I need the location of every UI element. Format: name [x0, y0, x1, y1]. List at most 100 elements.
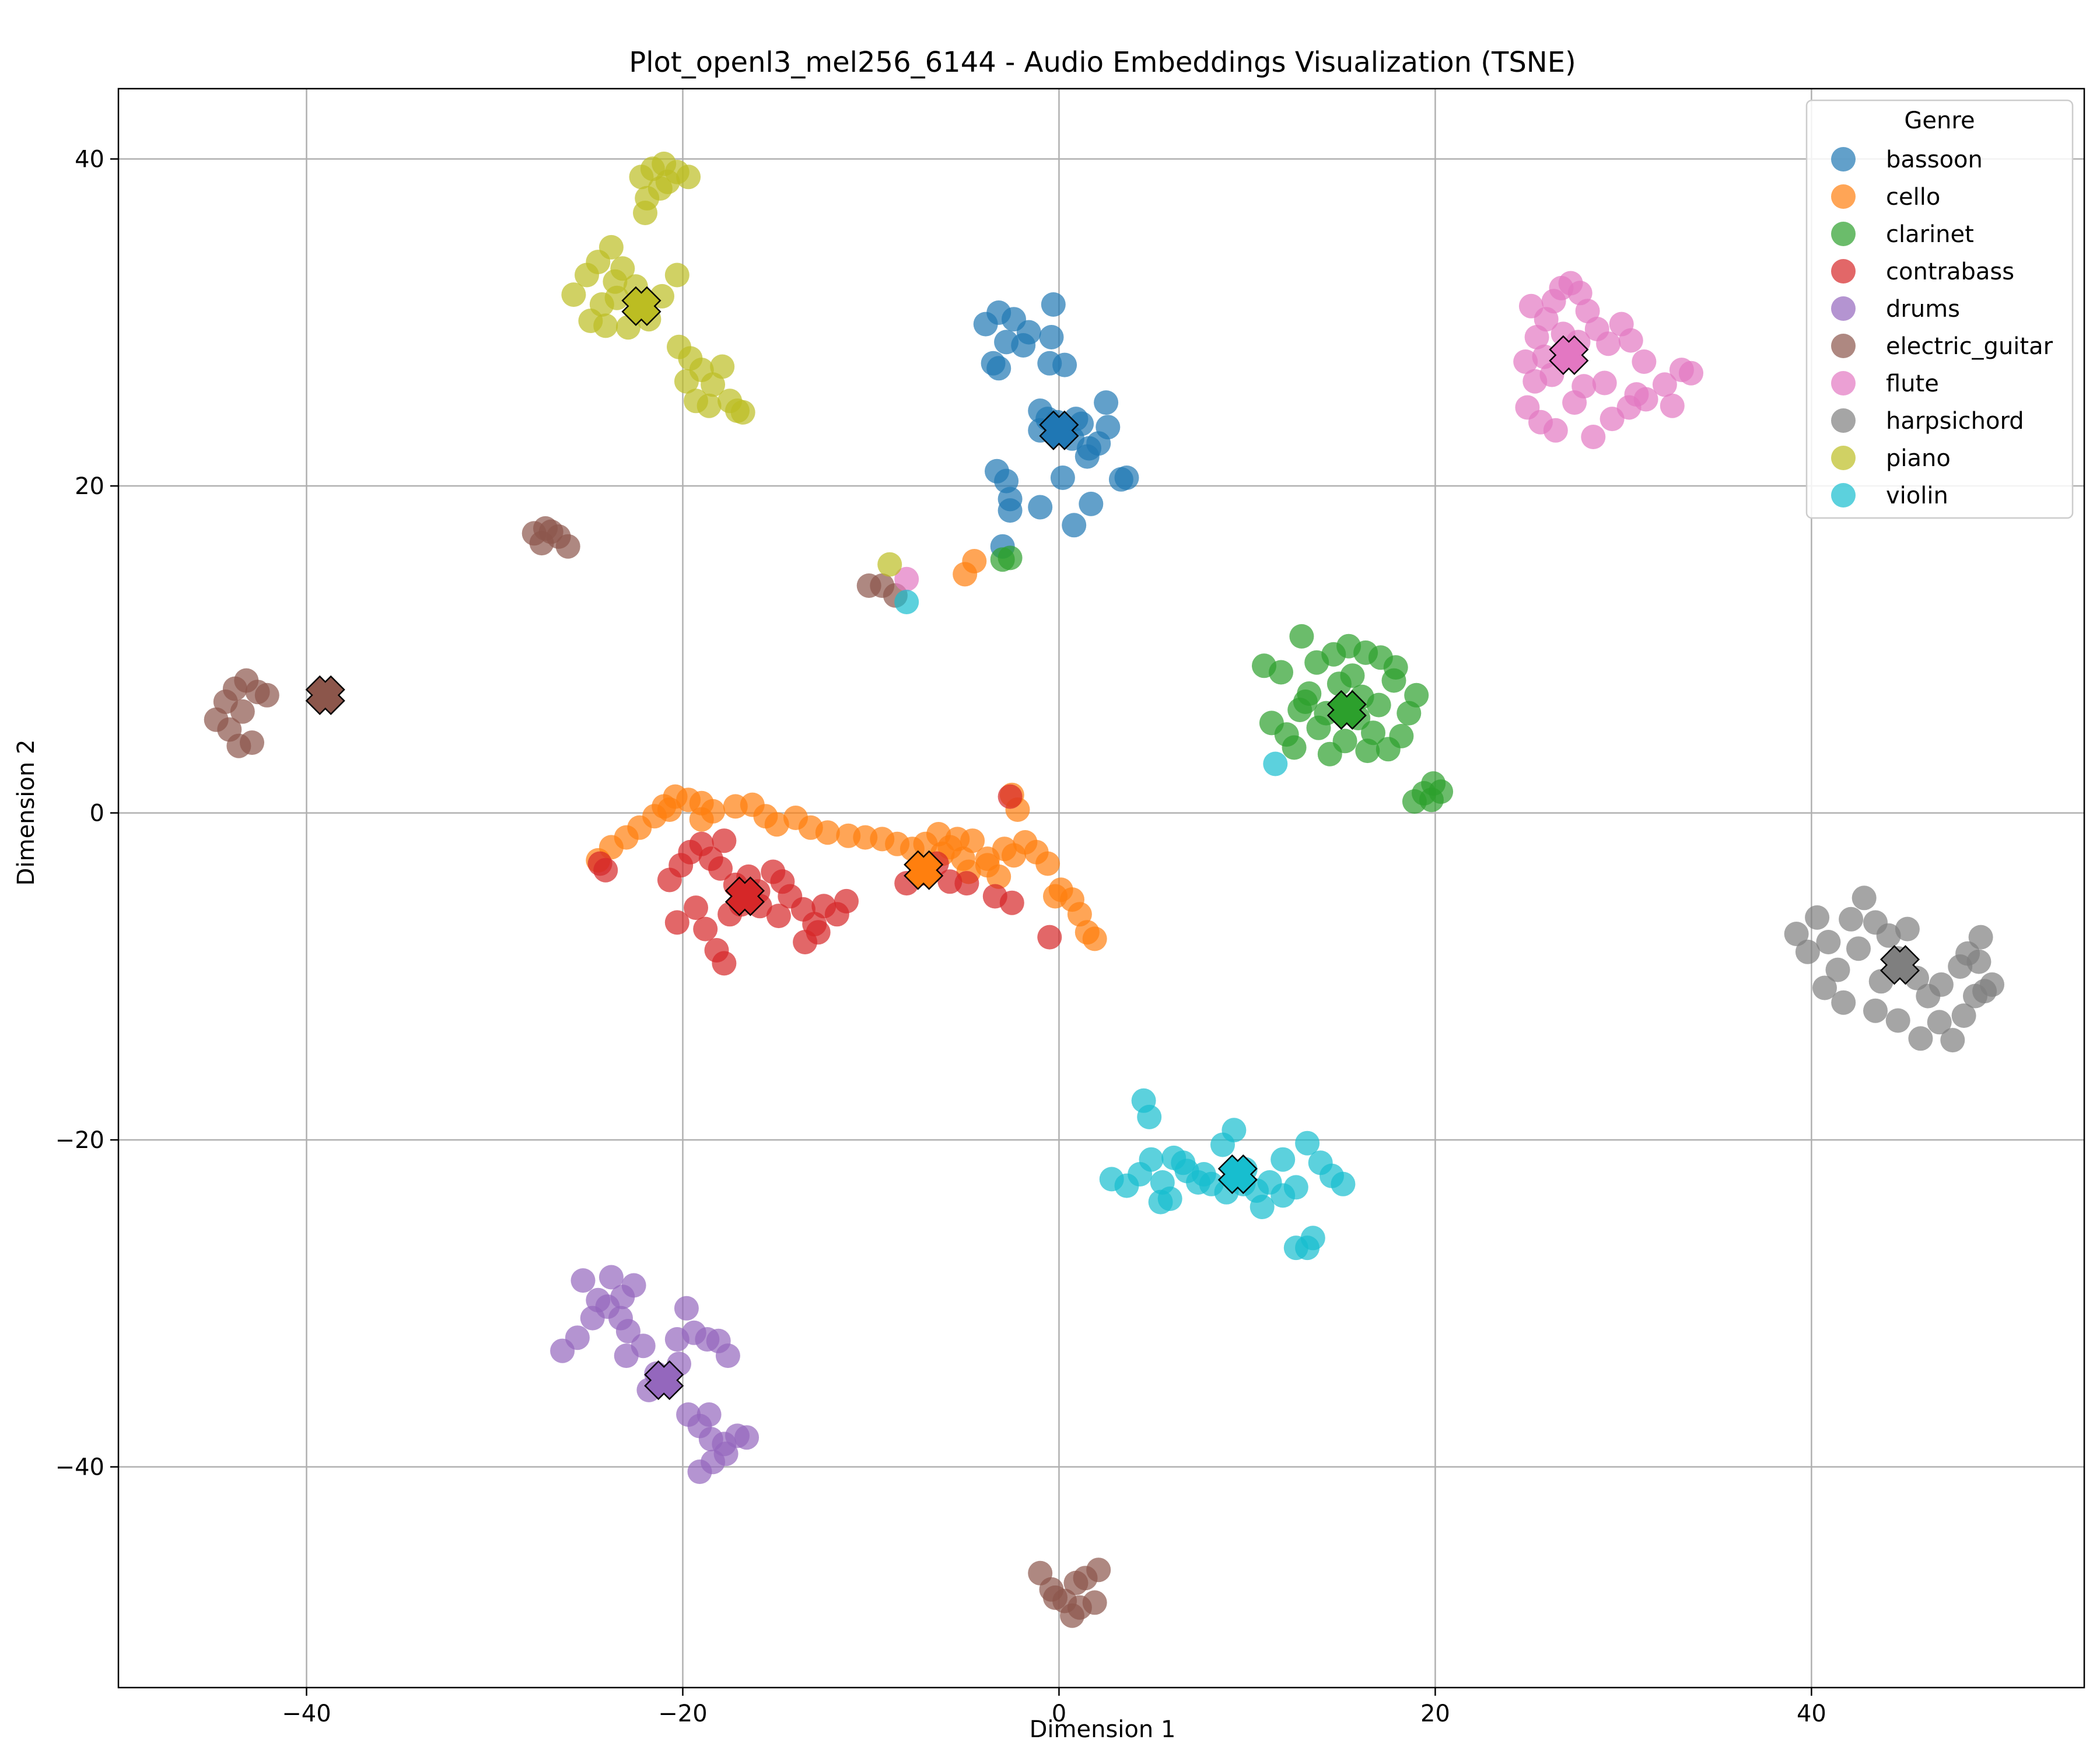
legend-marker: [1831, 147, 1856, 172]
data-point: [1074, 444, 1100, 469]
legend-title: Genre: [1904, 107, 1975, 134]
y-axis-label: Dimension 2: [13, 740, 40, 886]
data-point: [693, 916, 718, 942]
data-point: [1389, 723, 1414, 748]
data-point: [1270, 1147, 1296, 1172]
data-point: [894, 590, 919, 614]
data-point: [696, 1402, 722, 1427]
chart-title: Plot_openl3_mel256_6144 - Audio Embeddin…: [629, 46, 1576, 79]
data-point: [1618, 328, 1643, 353]
y-tick-label: 40: [75, 146, 104, 173]
centroid-marker: [305, 675, 345, 715]
plot-area-frame: [117, 88, 2085, 1689]
legend-marker: [1831, 259, 1856, 284]
centroids: [305, 286, 1920, 1401]
centroid-marker: [724, 876, 765, 916]
data-point: [1039, 325, 1064, 349]
data-point: [1632, 349, 1657, 374]
data-point: [254, 682, 279, 708]
data-point: [1079, 491, 1104, 516]
legend-label: flute: [1886, 370, 1939, 397]
data-point: [1966, 949, 1992, 974]
data-point: [1035, 851, 1060, 876]
x-tick-label: 40: [1797, 1700, 1826, 1727]
data-point: [615, 1319, 640, 1343]
data-point: [676, 164, 701, 190]
data-point: [1250, 1195, 1275, 1219]
data-point: [1086, 1558, 1111, 1583]
data-point: [633, 201, 657, 225]
data-point: [570, 1268, 596, 1293]
data-point: [1839, 907, 1864, 932]
data-point: [992, 836, 1017, 862]
data-point: [696, 393, 722, 418]
data-point: [1652, 372, 1677, 397]
data-point: [550, 1338, 575, 1363]
data-point: [998, 545, 1023, 570]
data-point: [1831, 990, 1856, 1015]
centroid-marker: [1549, 335, 1589, 375]
data-point: [894, 566, 919, 592]
data-point: [734, 1425, 760, 1450]
x-tick-label: −40: [282, 1700, 331, 1727]
data-point: [1050, 466, 1075, 490]
data-point: [1355, 738, 1380, 764]
legend-label: electric_guitar: [1886, 333, 2053, 360]
data-point: [1157, 1186, 1182, 1211]
data-point: [1062, 513, 1087, 538]
data-point: [1052, 352, 1077, 377]
data-point: [217, 717, 242, 742]
data-point: [561, 282, 586, 307]
y-tick-label: 20: [75, 473, 104, 500]
centroid-marker: [1880, 945, 1920, 985]
legend-label: piano: [1886, 445, 1951, 472]
legend-marker: [1831, 408, 1856, 433]
data-point: [1575, 299, 1600, 324]
data-point: [1269, 660, 1293, 685]
data-point: [1366, 692, 1391, 718]
x-axis-label: Dimension 1: [1030, 1716, 1176, 1743]
y-tick-label: −20: [55, 1127, 104, 1154]
data-point: [533, 516, 558, 541]
data-point: [701, 372, 726, 397]
data-point: [1396, 701, 1422, 726]
legend-marker: [1831, 222, 1856, 246]
data-point: [1592, 370, 1617, 396]
data-point: [1191, 1162, 1216, 1186]
series-piano: [561, 151, 902, 577]
data-point: [1043, 884, 1068, 909]
data-point: [1171, 1150, 1196, 1175]
data-point: [1381, 668, 1406, 693]
legend-marker: [1831, 371, 1856, 396]
data-point: [1816, 930, 1841, 954]
data-point: [1094, 390, 1119, 415]
data-point: [713, 1441, 738, 1466]
x-tick-label: 20: [1420, 1700, 1450, 1727]
data-point: [1331, 1171, 1356, 1196]
legend-label: drums: [1886, 296, 1960, 323]
ticks: −40 −20 0 20 40 −40 −20 0 20 40: [55, 146, 1826, 1727]
data-point: [999, 890, 1024, 915]
data-point: [710, 354, 735, 379]
data-point: [766, 904, 791, 929]
data-point: [1572, 374, 1597, 399]
data-point: [664, 262, 690, 288]
data-point: [1067, 1595, 1092, 1620]
data-point: [1895, 916, 1920, 942]
centroid-marker: [904, 850, 944, 890]
legend-marker: [1831, 184, 1856, 209]
data-point: [1679, 360, 1703, 386]
series-contrabass: [587, 784, 1062, 976]
data-point: [1940, 1028, 1965, 1053]
data-point: [684, 895, 708, 921]
data-point: [1660, 393, 1685, 418]
data-point: [1263, 751, 1288, 776]
data-point: [815, 820, 840, 845]
series-clarinet: [990, 545, 1454, 814]
data-point: [1114, 466, 1139, 490]
legend-label: contrabass: [1886, 258, 2014, 285]
data-point: [1846, 936, 1871, 961]
data-point: [1581, 425, 1606, 449]
data-point: [1515, 395, 1540, 420]
